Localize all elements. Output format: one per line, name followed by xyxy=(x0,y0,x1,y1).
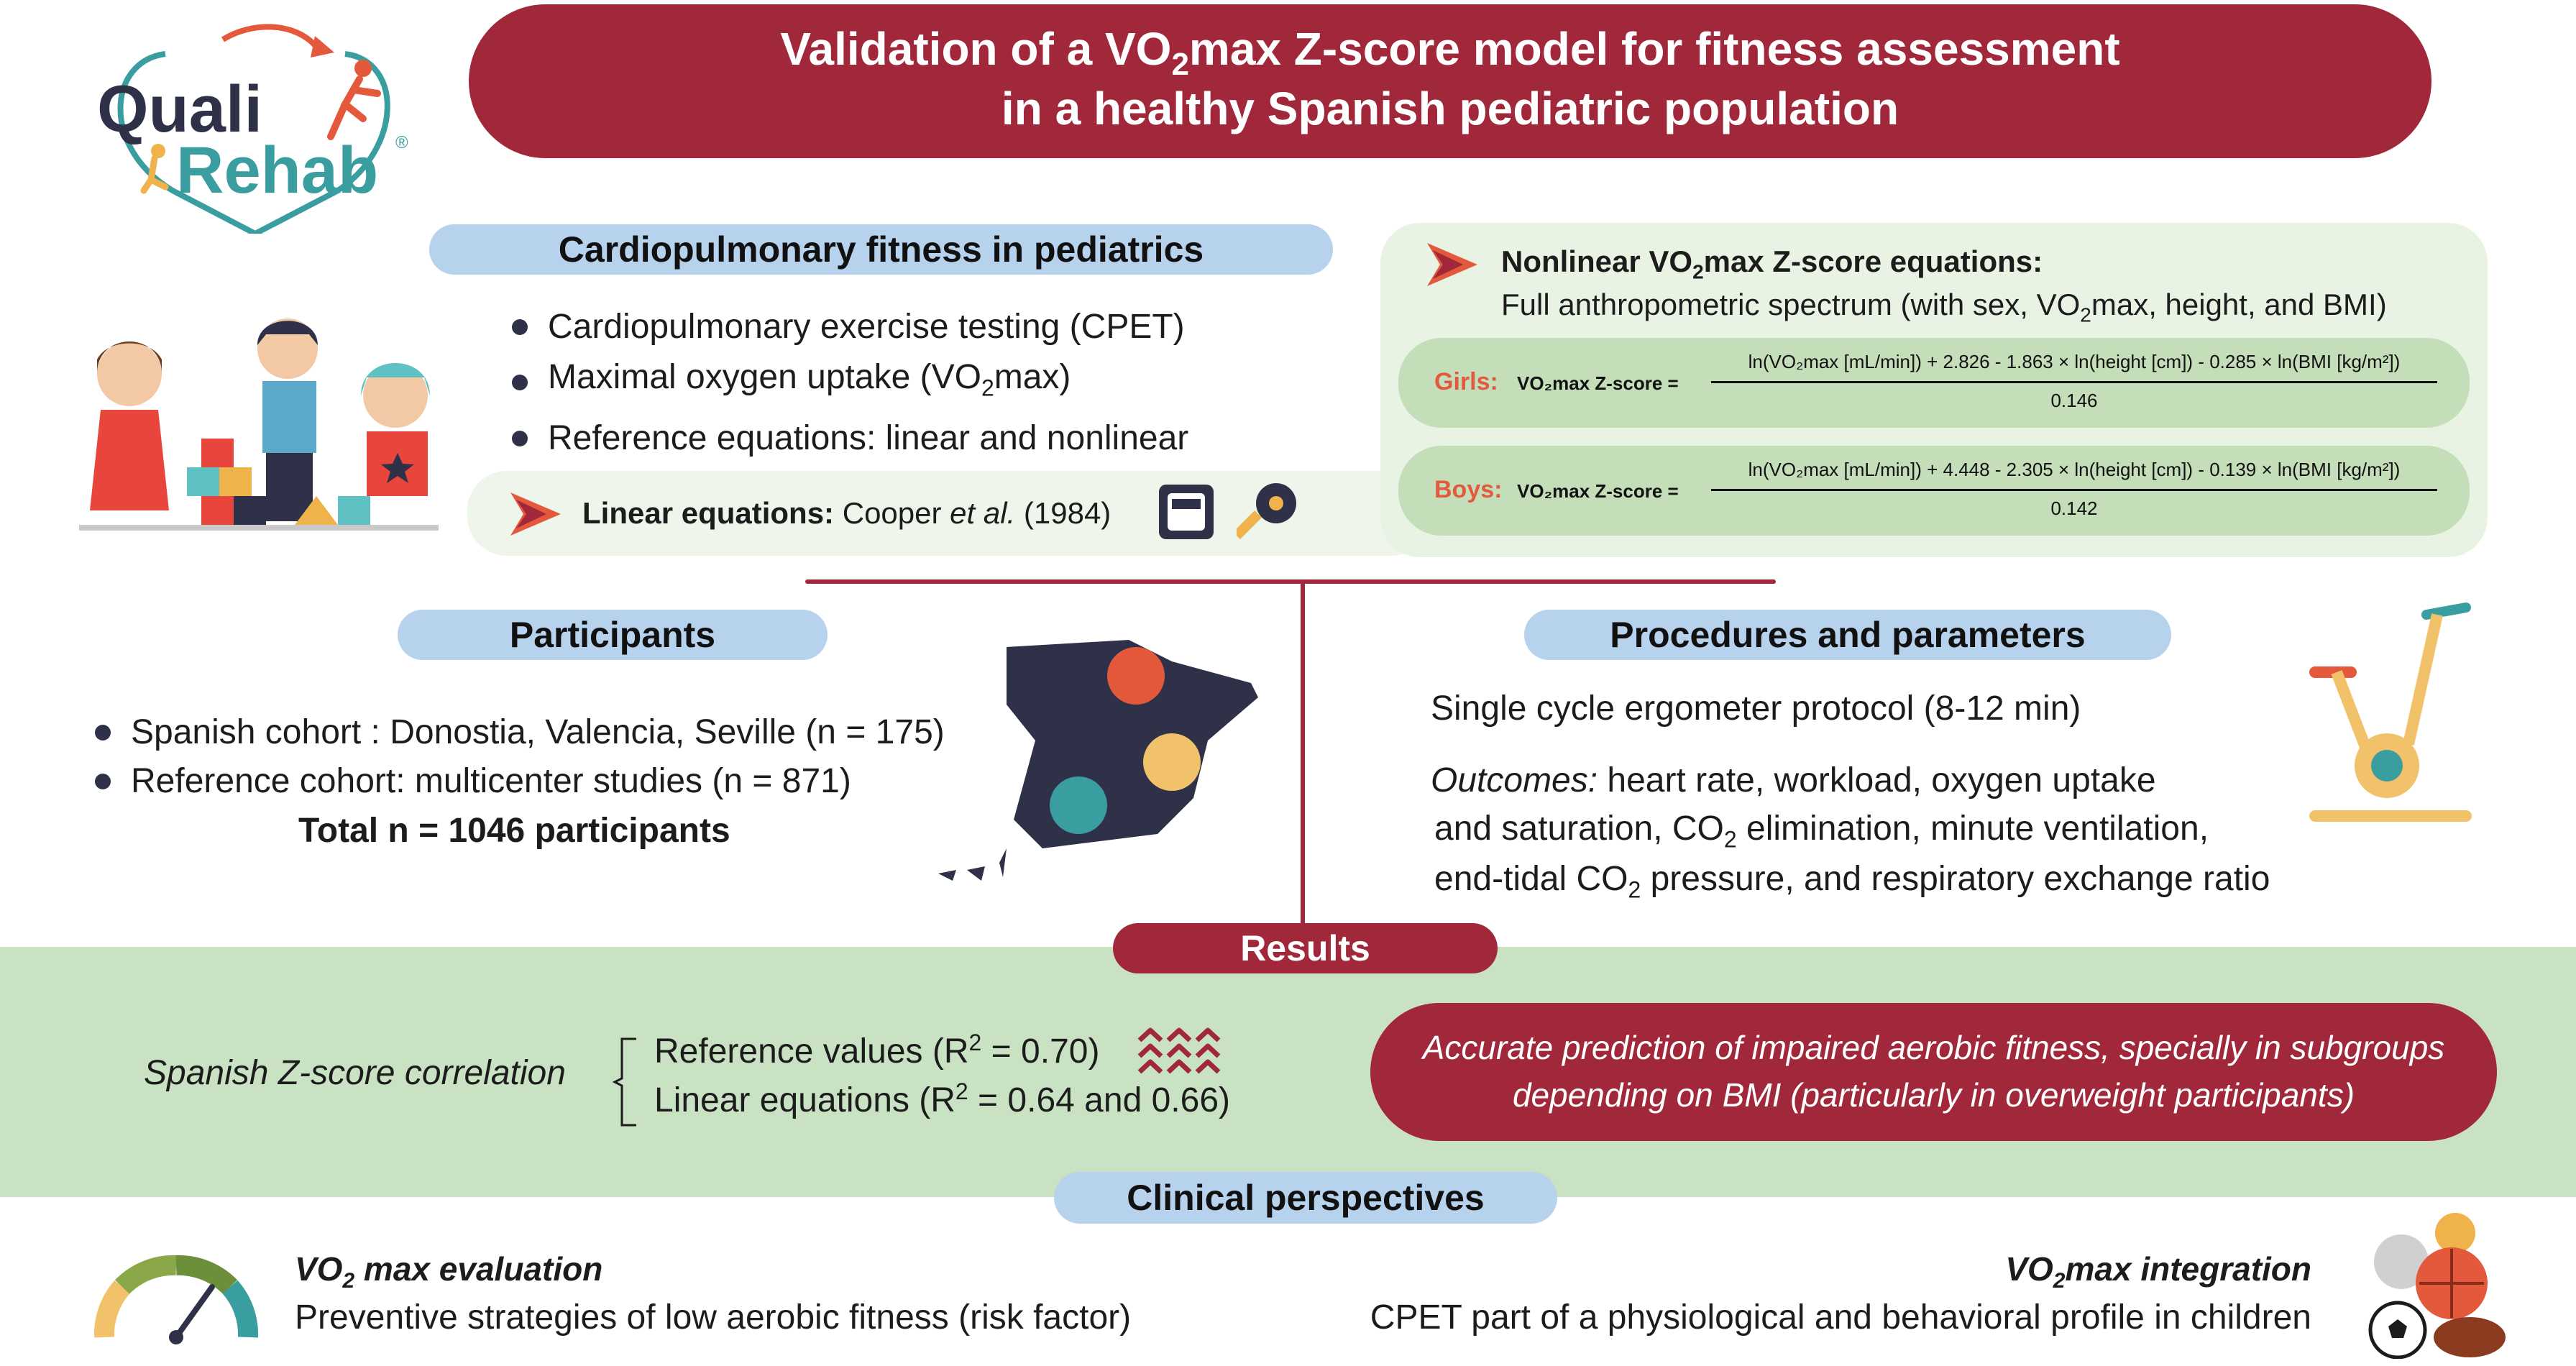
procedures-heading: Procedures and parameters xyxy=(1524,610,2171,660)
results-conclusion: Accurate prediction of impaired aerobic … xyxy=(1370,1003,2497,1141)
nonlinear-description: Full anthropometric spectrum (with sex, … xyxy=(1501,288,2387,326)
reference-values-line: Reference values (R2 = 0.70) xyxy=(654,1030,1100,1071)
title-banner: Validation of a VO2max Z-score model for… xyxy=(469,4,2431,158)
girls-equation-box: Girls: VO₂max Z-score = ln(VO₂max [mL/mi… xyxy=(1398,338,2470,428)
participants-bullet-spanish: Spanish cohort : Donostia, Valencia, Sev… xyxy=(86,708,945,757)
sports-balls-icon xyxy=(2365,1211,2509,1360)
results-brace xyxy=(611,1035,640,1132)
measuring-tape-icon xyxy=(1233,482,1301,543)
increase-arrows-icon xyxy=(1136,1024,1222,1082)
boys-numerator: ln(VO₂max [mL/min]) + 4.448 - 2.305 × ln… xyxy=(1748,459,2401,480)
vo2max-evaluation-title: VO2 max evaluation xyxy=(295,1250,603,1293)
girls-fraction-bar xyxy=(1711,381,2437,383)
outcomes-line-2: and saturation, CO2 elimination, minute … xyxy=(1434,810,2209,853)
clinical-heading: Clinical perspectives xyxy=(1054,1172,1557,1224)
participants-bullet-reference: Reference cohort: multicenter studies (n… xyxy=(86,757,945,806)
outcomes-line-1: Outcomes: heart rate, workload, oxygen u… xyxy=(1431,761,2156,799)
title-line-2: in a healthy Spanish pediatric populatio… xyxy=(1001,83,1899,134)
horizontal-divider xyxy=(805,579,1776,584)
scale-icon xyxy=(1158,483,1215,544)
girls-lhs: VO₂max Z-score = xyxy=(1517,372,1679,394)
qualirehab-logo: Quali Rehab ® xyxy=(86,18,424,237)
speedometer-icon xyxy=(90,1244,262,1344)
results-heading: Results xyxy=(1113,923,1498,973)
logo-text-rehab: Rehab xyxy=(176,134,379,207)
linear-equations-text: Linear equations: Cooper et al. (1984) xyxy=(582,496,1111,530)
participants-heading: Participants xyxy=(398,610,828,660)
boys-fraction-bar xyxy=(1711,489,2437,491)
logo-registered: ® xyxy=(395,133,408,152)
correlation-label: Spanish Z-score correlation xyxy=(144,1054,566,1092)
girls-denominator: 0.146 xyxy=(2050,390,2098,411)
exercise-bike-icon xyxy=(2301,600,2480,830)
vo2max-integration-text: CPET part of a physiological and behavio… xyxy=(1370,1298,2311,1337)
title-line-1: Validation of a VO2max Z-score model for… xyxy=(780,23,2120,82)
cardio-bullets: Cardiopulmonary exercise testing (CPET) … xyxy=(503,302,1188,464)
conclusion-line-1: Accurate prediction of impaired aerobic … xyxy=(1422,1029,2445,1066)
boys-equation-box: Boys: VO₂max Z-score = ln(VO₂max [mL/min… xyxy=(1398,446,2470,536)
girls-numerator: ln(VO₂max [mL/min]) + 2.826 - 1.863 × ln… xyxy=(1748,351,2401,372)
logo-text-quali: Quali xyxy=(97,73,263,146)
cardio-bullet-vo2max: Maximal oxygen uptake (VO2max) xyxy=(503,352,1188,413)
cardio-bullet-cpet: Cardiopulmonary exercise testing (CPET) xyxy=(503,302,1188,352)
linear-arrow-icon xyxy=(510,492,561,539)
cardio-bullet-reference: Reference equations: linear and nonlinea… xyxy=(503,413,1188,464)
spain-map-icon xyxy=(935,633,1280,899)
vertical-divider xyxy=(1301,582,1305,924)
linear-equations-line: Linear equations (R2 = 0.64 and 0.66) xyxy=(654,1078,1231,1119)
boys-lhs: VO₂max Z-score = xyxy=(1517,480,1679,502)
boys-denominator: 0.142 xyxy=(2050,498,2098,519)
conclusion-line-2: depending on BMI (particularly in overwe… xyxy=(1512,1076,2355,1114)
protocol-text: Single cycle ergometer protocol (8-12 mi… xyxy=(1431,689,2081,728)
boys-label: Boys: xyxy=(1434,476,1503,503)
girls-label: Girls: xyxy=(1434,368,1498,395)
participants-total: Total n = 1046 participants xyxy=(298,812,730,850)
vo2max-integration-title: VO2max integration xyxy=(2005,1250,2311,1293)
participants-bullets: Spanish cohort : Donostia, Valencia, Sev… xyxy=(86,708,945,806)
nonlinear-heading: Nonlinear VO2max Z-score equations: xyxy=(1501,244,2043,283)
nonlinear-arrow-icon xyxy=(1427,243,1477,290)
outcomes-line-3: end-tidal CO2 pressure, and respiratory … xyxy=(1434,860,2270,903)
cardio-heading: Cardiopulmonary fitness in pediatrics xyxy=(429,224,1333,275)
children-playing-illustration xyxy=(79,316,439,539)
vo2max-evaluation-text: Preventive strategies of low aerobic fit… xyxy=(295,1298,1132,1337)
